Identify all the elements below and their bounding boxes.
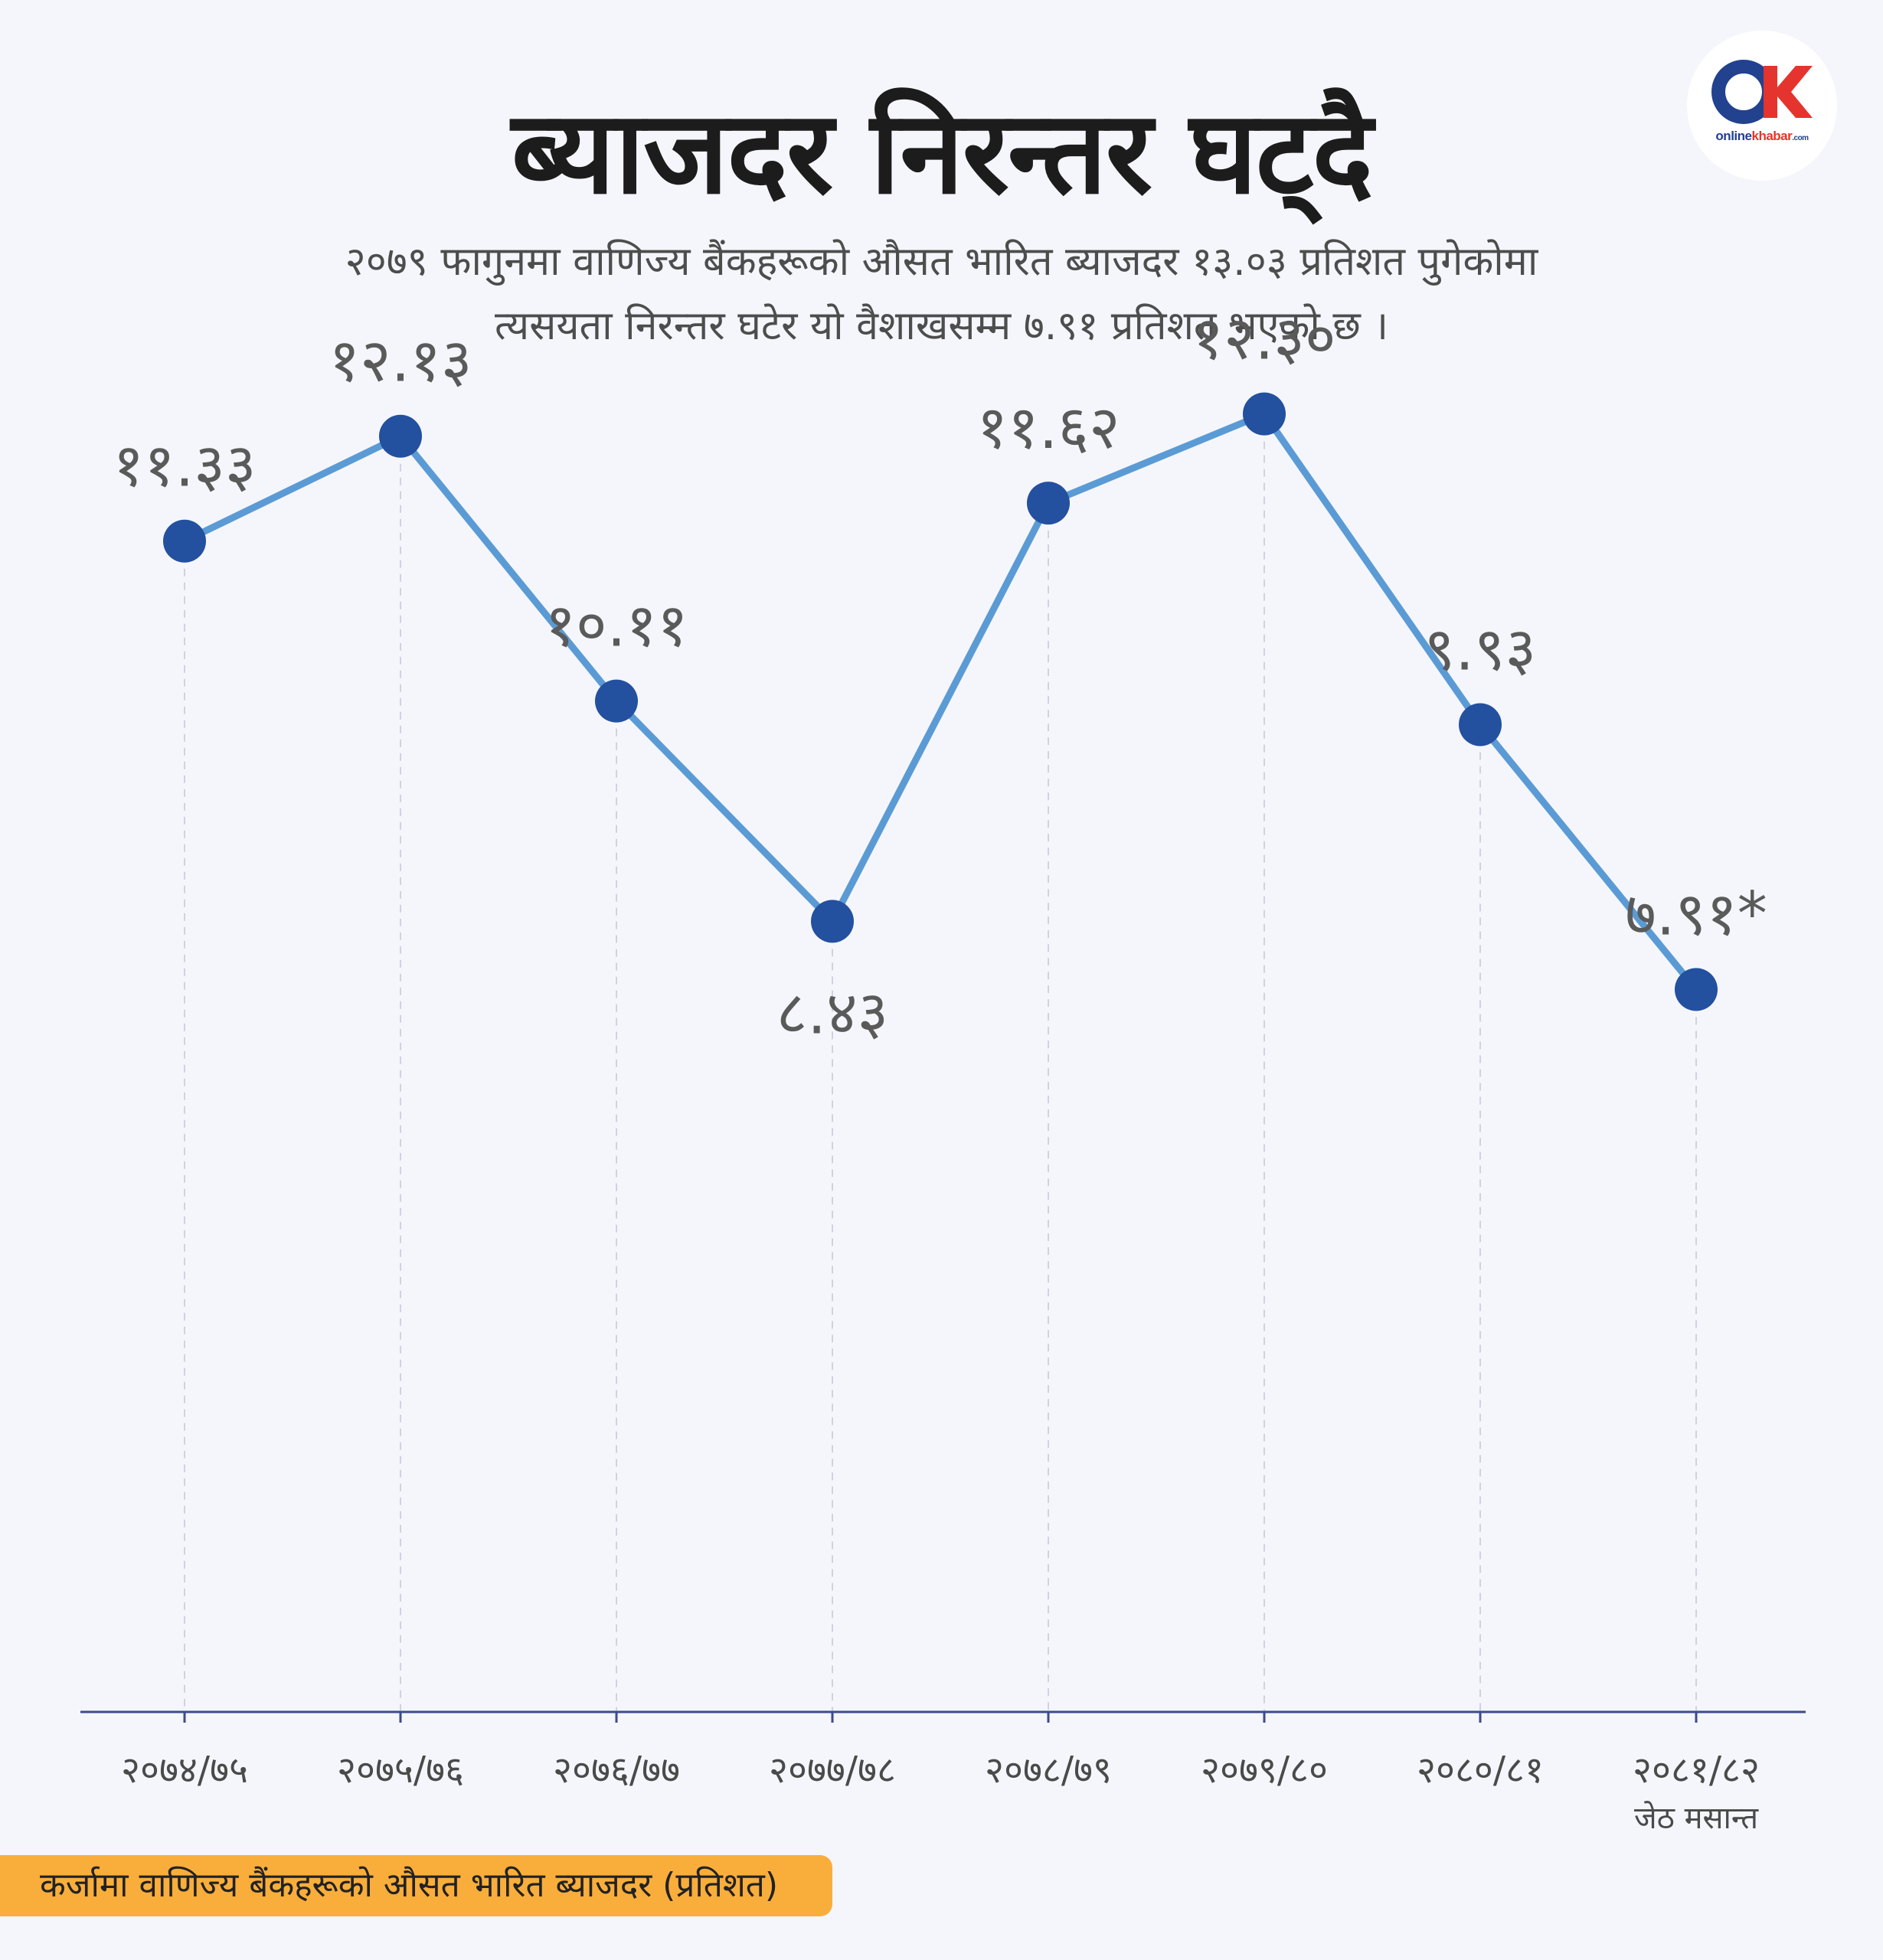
data-point-marker <box>811 900 854 943</box>
onlinekhabar-logo: onlinekhabar.com <box>1687 31 1837 181</box>
data-label: १२.३० <box>1192 305 1335 374</box>
footer-unit-badge: कर्जामा वाणिज्य बैंकहरूको औसत भारित ब्या… <box>0 1855 832 1916</box>
x-tick-label: २०७९/८० <box>1201 1749 1328 1792</box>
series-line <box>181 410 1700 993</box>
data-label: १२.१३ <box>329 327 472 396</box>
logo-wordmark: onlinekhabar.com <box>1687 129 1837 144</box>
x-tick-labels: २०७४/७५ २०७५/७६ २०७६/७७ २०७७/७८ २०७८/७९ २०७९/… <box>121 1749 1760 1836</box>
data-label: १०.११ <box>544 592 688 661</box>
data-point-marker <box>1459 703 1502 746</box>
data-point-marker <box>1675 968 1718 1011</box>
subtitle-line-2: त्यसयता निरन्तर घटेर यो वैशाखसम्म ७.९१ प… <box>494 303 1389 349</box>
chart-title: ब्याजदर निरन्तर घट्दै <box>511 87 1373 220</box>
data-label: ८.४३ <box>776 978 888 1047</box>
data-label: ११.६२ <box>976 394 1120 462</box>
x-tick-label: २०८०/८१ <box>1417 1749 1544 1792</box>
logo-com: .com <box>1792 134 1809 142</box>
x-tick-label: २०८१/८२ <box>1633 1749 1760 1792</box>
chart-data-labels: ११.३३ १२.१३ १०.११ ८.४३ ११.६२ १२.३० ९.९३ ७.९१* <box>113 305 1767 1048</box>
data-point-marker <box>1243 392 1286 436</box>
data-point-marker <box>163 519 206 563</box>
chart-gridlines <box>183 413 1698 1723</box>
data-label: ९.९३ <box>1424 615 1536 684</box>
chart-markers <box>163 392 1718 1011</box>
ok-logo-icon <box>1711 60 1813 124</box>
x-tick-label: २०७६/७७ <box>553 1749 680 1792</box>
data-point-marker <box>595 679 638 723</box>
x-tick-label: २०७८/७९ <box>985 1749 1112 1792</box>
x-tick-note: जेठ मसान्त <box>1634 1801 1759 1836</box>
data-point-marker <box>379 414 422 458</box>
logo-khabar: khabar <box>1751 129 1793 143</box>
chart-subtitle: २०७९ फागुनमा वाणिज्य बैंकहरूको औसत भारित… <box>0 230 1883 358</box>
data-label: ७.९१* <box>1625 880 1767 949</box>
data-point-marker <box>1027 482 1070 525</box>
x-tick-label: २०७५/७६ <box>337 1749 464 1792</box>
x-tick-label: २०७७/७८ <box>769 1749 896 1792</box>
logo-online: online <box>1715 129 1752 143</box>
x-tick-label: २०७४/७५ <box>121 1749 248 1792</box>
data-label: ११.३३ <box>113 432 256 501</box>
subtitle-line-1: २०७९ फागुनमा वाणिज्य बैंकहरूको औसत भारित… <box>345 239 1538 285</box>
